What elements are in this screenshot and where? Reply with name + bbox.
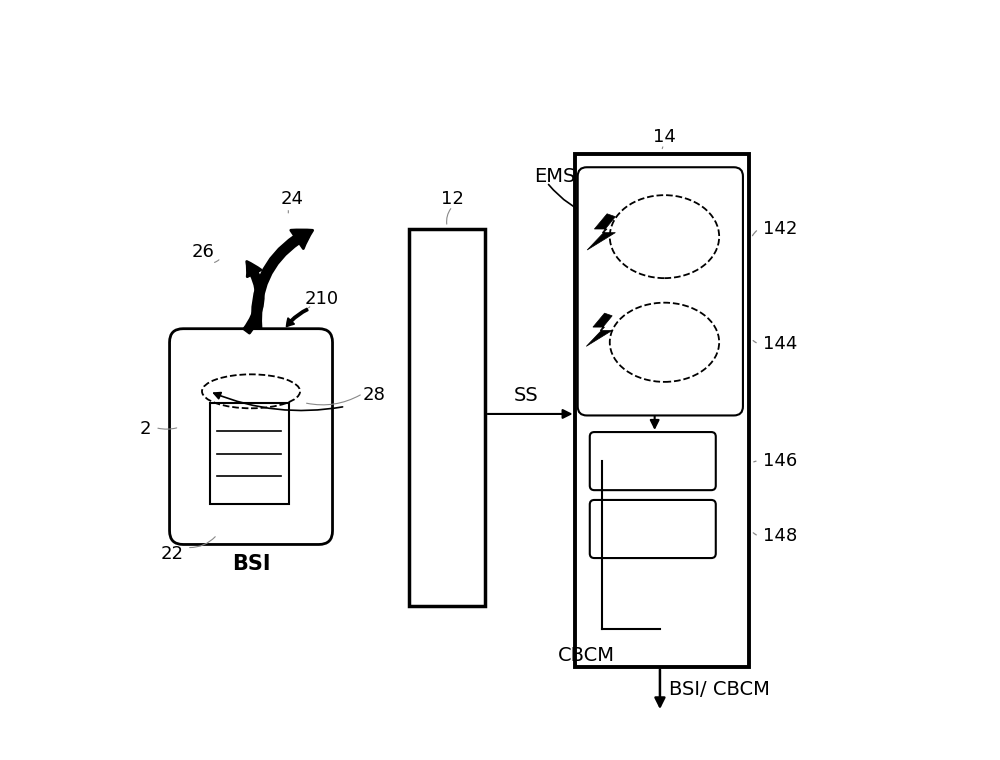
Bar — [409, 229, 485, 606]
Bar — [210, 403, 289, 505]
Text: 146: 146 — [763, 451, 797, 470]
Bar — [575, 154, 749, 667]
FancyBboxPatch shape — [170, 328, 333, 544]
Polygon shape — [587, 214, 615, 250]
Text: 14: 14 — [653, 128, 676, 146]
Text: 26: 26 — [192, 242, 215, 261]
Text: 22: 22 — [160, 544, 183, 562]
FancyBboxPatch shape — [590, 432, 716, 490]
Text: SS: SS — [514, 386, 539, 405]
FancyArrowPatch shape — [244, 261, 263, 333]
Text: BSI: BSI — [232, 553, 270, 574]
FancyArrowPatch shape — [252, 230, 313, 328]
FancyBboxPatch shape — [578, 167, 743, 416]
Text: 142: 142 — [763, 220, 797, 238]
Text: 28: 28 — [363, 386, 386, 404]
Text: 210: 210 — [304, 290, 338, 308]
Text: 148: 148 — [763, 527, 797, 545]
Text: 144: 144 — [763, 335, 797, 353]
Text: BSI: BSI — [662, 399, 689, 417]
Text: 24: 24 — [281, 190, 304, 208]
Text: 2: 2 — [140, 420, 151, 438]
FancyArrowPatch shape — [287, 309, 308, 327]
Text: BSI/ CBCM: BSI/ CBCM — [669, 680, 770, 699]
Text: CBCM: CBCM — [558, 645, 615, 664]
Text: EMS: EMS — [534, 166, 575, 185]
Polygon shape — [586, 313, 612, 347]
FancyBboxPatch shape — [590, 500, 716, 558]
Text: 12: 12 — [441, 190, 464, 208]
